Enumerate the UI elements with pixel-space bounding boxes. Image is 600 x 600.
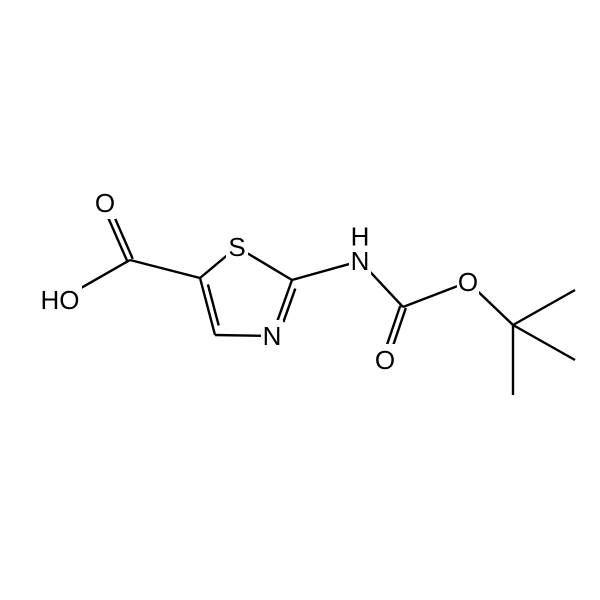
atom-label-O_dbl_left: O: [95, 188, 115, 218]
bond: [74, 260, 130, 292]
bond: [292, 264, 350, 280]
atom-label-N_ring: N: [263, 321, 282, 351]
labels-layer: OHOSNNHOO: [38, 187, 479, 376]
bond: [475, 289, 513, 325]
bond: [403, 286, 459, 307]
bond: [246, 252, 292, 280]
atom-label-O_H: HO: [41, 285, 80, 315]
bond: [513, 290, 575, 325]
bond: [367, 268, 403, 307]
bond: [130, 260, 200, 278]
atom-label-O_dbl_mid: O: [375, 345, 395, 375]
bond: [513, 325, 575, 360]
bond: [283, 289, 295, 323]
bond: [200, 253, 229, 278]
atom-label-N_H-H: H: [351, 221, 370, 251]
bond: [208, 284, 219, 325]
atom-label-S: S: [228, 232, 245, 262]
atom-label-O_single: O: [458, 267, 478, 297]
chemical-structure: OHOSNNHOO: [0, 0, 600, 600]
bond: [215, 335, 262, 336]
